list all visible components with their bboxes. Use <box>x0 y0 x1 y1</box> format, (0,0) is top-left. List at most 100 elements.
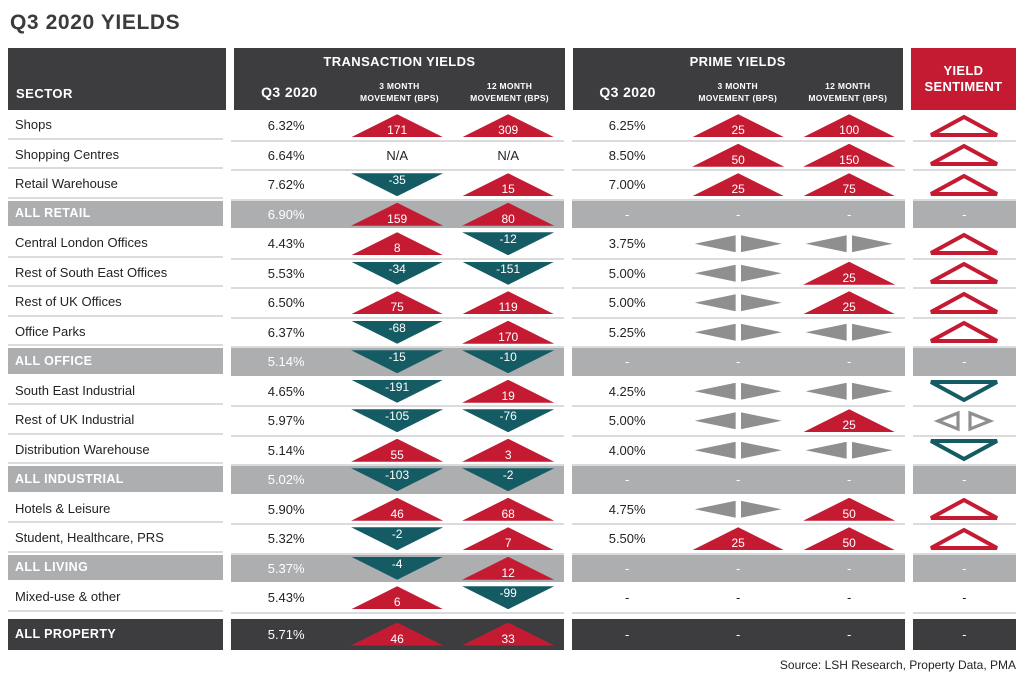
transaction-cells: 6.50% 75 119 <box>230 289 564 319</box>
transaction-12-month-movement-cell: 3 <box>453 438 564 462</box>
up-triangle-icon: 50 <box>692 143 785 167</box>
sentiment-cell: - <box>912 466 1016 496</box>
transaction-12-month-movement-cell: -10 <box>453 350 564 374</box>
up-triangle-icon: 15 <box>462 173 555 197</box>
prime-cells: 3.75% <box>571 230 905 260</box>
flat-arrows-icon <box>805 323 893 341</box>
right-arrow-icon <box>740 323 782 341</box>
down-triangle-icon: -99 <box>462 586 555 610</box>
prime-12-month-movement-cell <box>794 323 905 341</box>
transaction-3-month-movement-cell: 8 <box>342 232 453 256</box>
left-arrow-icon <box>694 441 736 459</box>
transaction-sub-columns: Q3 2020 3 MONTH MOVEMENT (BPS) 12 MONTH MOVE… <box>234 81 564 104</box>
dash-value: - <box>846 590 852 606</box>
table-row: Hotels & Leisure 5.90% 46 68 4.75% 50 <box>8 495 1016 525</box>
up-triangle-icon: 25 <box>803 261 896 285</box>
movement-value: -99 <box>499 586 517 601</box>
sector-cell: South East Industrial <box>8 377 223 405</box>
right-arrow-icon <box>851 235 893 253</box>
down-triangle-icon: -103 <box>351 468 444 492</box>
transaction-3-month-movement-cell: -4 <box>342 556 453 580</box>
column-header: 3 MONTH MOVEMENT (BPS) <box>344 81 454 104</box>
prime-q3-yield-value: - <box>624 590 630 606</box>
prime-cells: --- <box>571 348 905 378</box>
prime-cells: 5.00% 25 <box>571 289 905 319</box>
right-arrow-icon <box>740 412 782 430</box>
prime-q3-yield-value: 5.00% <box>608 295 646 311</box>
up-triangle-icon: 75 <box>803 173 896 197</box>
movement-value: 25 <box>842 270 856 285</box>
transaction-12-month-movement-cell: 119 <box>453 291 564 315</box>
right-arrow-icon <box>740 382 782 400</box>
left-arrow-icon <box>694 294 736 312</box>
table-row: Shops 6.32% 171 309 6.25% 25 100 <box>8 112 1016 142</box>
movement-value: -35 <box>388 173 406 188</box>
table-row: Central London Offices 4.43% 8 -12 3.75% <box>8 230 1016 260</box>
up-triangle-icon: 33 <box>462 622 555 646</box>
transaction-3-month-movement-cell: N/A <box>342 148 453 163</box>
movement-value: 50 <box>842 536 856 551</box>
sector-cell: ALL INDUSTRIAL <box>8 466 223 494</box>
flat-arrows-icon <box>694 323 782 341</box>
table-row: Rest of South East Offices 5.53% -34 -151 5.… <box>8 259 1016 289</box>
movement-value: 33 <box>501 631 515 646</box>
prime-cells: --- <box>571 584 905 614</box>
sector-cell: ALL RETAIL <box>8 200 223 228</box>
down-triangle-icon: -4 <box>351 556 444 580</box>
transaction-cells: 6.64% N/A N/A <box>230 141 564 171</box>
up-triangle-icon: 100 <box>803 114 896 138</box>
left-arrow-icon <box>694 323 736 341</box>
column-header: Q3 2020 <box>573 83 683 102</box>
prime-12-month-movement-cell: 50 <box>794 497 905 521</box>
prime-q3-yield-value: 4.75% <box>608 501 646 517</box>
transaction-q3-yield-value: 5.53% <box>267 265 305 281</box>
column-header-line: MOVEMENT (BPS) <box>470 92 549 103</box>
dash-value: - <box>735 206 741 222</box>
right-arrow-icon <box>740 441 782 459</box>
transaction-cells: 6.37% -68 170 <box>230 318 564 348</box>
sentiment-up-icon <box>928 232 1000 256</box>
yield-sentiment-header: YIELD SENTIMENT <box>910 48 1017 110</box>
transaction-3-month-movement-cell: -2 <box>342 527 453 551</box>
up-triangle-icon: 46 <box>351 497 444 521</box>
prime-12-month-movement-cell: 50 <box>794 527 905 551</box>
prime-q3-yield-value: 5.25% <box>608 324 646 340</box>
flat-arrows-icon <box>694 382 782 400</box>
transaction-12-month-movement-cell: 309 <box>453 114 564 138</box>
movement-value: 25 <box>731 182 745 197</box>
prime-3-month-movement-cell <box>683 323 794 341</box>
transaction-cells: 6.32% 171 309 <box>230 112 564 142</box>
transaction-q3-yield-value: 5.14% <box>267 354 305 370</box>
down-triangle-icon: -34 <box>351 261 444 285</box>
right-arrow-icon <box>851 441 893 459</box>
flat-arrows-icon <box>805 235 893 253</box>
transaction-q3-yield-value: 6.64% <box>267 147 305 163</box>
transaction-3-month-movement-cell: -103 <box>342 468 453 492</box>
sentiment-cell <box>912 495 1016 525</box>
movement-value: 25 <box>731 536 745 551</box>
down-triangle-icon: -35 <box>351 173 444 197</box>
sentiment-cell <box>912 377 1016 407</box>
up-triangle-icon: 50 <box>803 497 896 521</box>
prime-3-month-movement-cell: - <box>683 354 794 369</box>
up-triangle-icon: 80 <box>462 202 555 226</box>
transaction-q3-yield-value: 5.43% <box>267 590 305 606</box>
total-row: ALL PROPERTY 5.71% 46 33 - - - - <box>8 618 1016 650</box>
movement-value: 119 <box>498 300 518 315</box>
transaction-q3-yield-value: 6.50% <box>267 295 305 311</box>
dash-value: - <box>846 626 852 642</box>
up-triangle-icon: 309 <box>462 114 555 138</box>
transaction-cells: 5.14% 55 3 <box>230 436 564 466</box>
subtotal-row: ALL LIVING 5.37% -4 12 - - - - <box>8 554 1016 584</box>
sector-column-header: SECTOR <box>8 48 227 110</box>
sentiment-cell <box>912 230 1016 260</box>
sector-cell: Rest of South East Offices <box>8 259 223 287</box>
transaction-12-month-movement-cell: 68 <box>453 497 564 521</box>
column-header: 3 MONTH MOVEMENT (BPS) <box>683 81 793 104</box>
column-header: Q3 2020 <box>234 83 344 102</box>
up-triangle-icon: 46 <box>351 622 444 646</box>
up-triangle-icon: 50 <box>803 527 896 551</box>
table-row: Office Parks 6.37% -68 170 5.25% <box>8 318 1016 348</box>
prime-3-month-movement-cell <box>683 264 794 282</box>
transaction-cells: 4.65% -191 19 <box>230 377 564 407</box>
